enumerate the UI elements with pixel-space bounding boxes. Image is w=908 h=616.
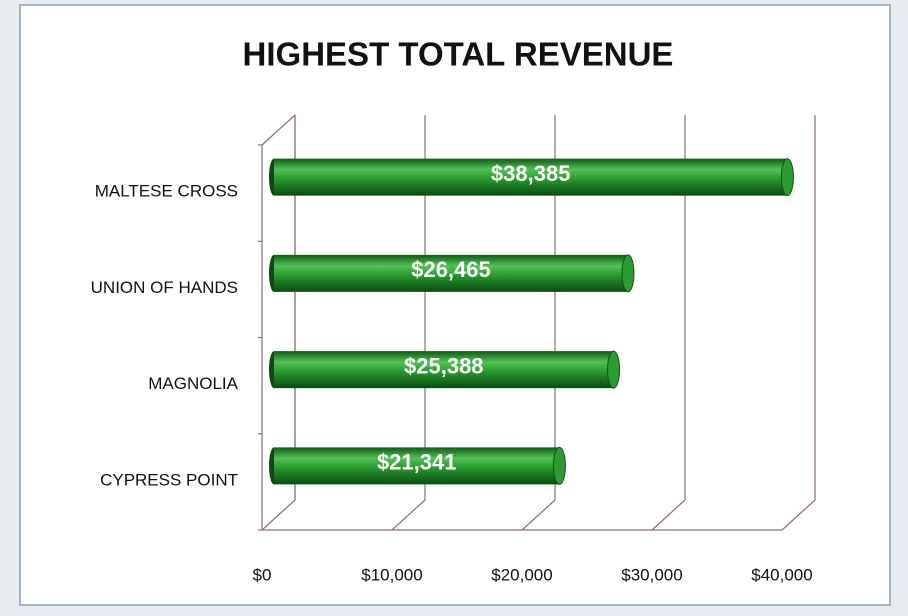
chart-frame (19, 4, 891, 606)
bar (274, 351, 614, 389)
category-label: CYPRESS POINT (100, 470, 238, 489)
grid-line (781, 499, 816, 531)
grid-line (521, 499, 556, 531)
value-label: $38,385 (491, 161, 571, 186)
value-label: $21,341 (377, 450, 457, 475)
value-label: $25,388 (404, 353, 484, 378)
bar (274, 447, 560, 485)
category-label: UNION OF HANDS (91, 278, 238, 297)
bar-cap (607, 350, 621, 389)
bar (274, 254, 628, 292)
bar-cap (621, 254, 635, 293)
grid-line (651, 499, 686, 531)
category-label: MALTESE CROSS (95, 182, 238, 201)
x-tick-label: $10,000 (361, 565, 422, 584)
chart-title: HIGHEST TOTAL REVENUE (243, 36, 674, 73)
x-tick-label: $30,000 (621, 565, 682, 584)
category-label: MAGNOLIA (148, 374, 238, 393)
x-tick-label: $40,000 (751, 565, 812, 584)
bar-cap (552, 446, 566, 485)
x-tick-label: $0 (253, 565, 272, 584)
x-tick-label: $20,000 (491, 565, 552, 584)
grid-line (391, 499, 426, 531)
grid-line (261, 499, 296, 531)
axis-line (261, 114, 296, 146)
bar-cap (780, 158, 794, 197)
value-label: $26,465 (411, 257, 491, 282)
bar (274, 158, 788, 196)
